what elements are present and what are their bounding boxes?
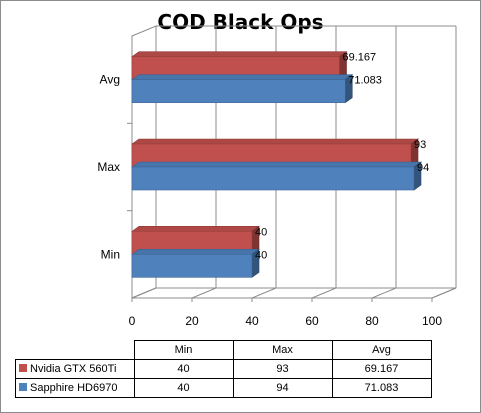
- floor-gridline: [131, 287, 157, 299]
- data-table-col-header: Min: [133, 340, 234, 360]
- floor-gridline: [191, 287, 217, 299]
- data-label: 69.167: [343, 52, 377, 64]
- data-label: 94: [417, 162, 429, 174]
- bar-front-face: [131, 166, 415, 191]
- data-label: 93: [414, 139, 426, 151]
- legend-swatch-sapphire: [19, 383, 27, 391]
- category-label: Min: [101, 247, 120, 261]
- bar-top-face: [131, 249, 260, 255]
- bar: [131, 74, 354, 104]
- data-table-col-header: Max: [232, 340, 333, 360]
- bar-top-face: [131, 161, 422, 168]
- floor: [131, 287, 457, 299]
- bar: [131, 51, 348, 81]
- data-table-cell: 94: [232, 378, 333, 398]
- legend-label: Sapphire HD6970: [30, 382, 118, 394]
- data-table-cell: 71.083: [331, 378, 432, 398]
- bar-top-face: [131, 138, 419, 145]
- bar-front-face: [131, 254, 253, 278]
- data-label: 40: [255, 226, 267, 238]
- x-tick-label: 60: [305, 314, 319, 328]
- data-table-cell: 40: [133, 378, 234, 398]
- bar: [131, 248, 260, 278]
- data-table-row-header: Sapphire HD6970: [15, 378, 135, 398]
- legend-label: Nvidia GTX 560Ti: [30, 363, 117, 375]
- bar: [131, 161, 422, 191]
- data-table: Min Max Avg Nvidia GTX 560Ti 40 93 69.16…: [15, 340, 432, 398]
- bar: [131, 225, 260, 255]
- data-table-row-header: Nvidia GTX 560Ti: [15, 359, 135, 379]
- bar-front-face: [131, 79, 346, 103]
- chart-title: COD Black Ops: [157, 10, 324, 34]
- bar-top-face: [131, 226, 260, 232]
- data-table-row: Nvidia GTX 560Ti 40 93 69.167: [15, 359, 432, 379]
- floor-gridline: [311, 287, 337, 299]
- x-tick-label: 100: [422, 314, 442, 328]
- legend-swatch-nvidia: [19, 364, 27, 372]
- data-table-cell: 40: [133, 359, 234, 379]
- floor-gridline: [251, 287, 277, 299]
- x-tick-label: 80: [365, 314, 379, 328]
- data-table-cell: 69.167: [331, 359, 432, 379]
- data-table-header-row: Min Max Avg: [15, 340, 432, 360]
- category-label: Max: [97, 160, 120, 174]
- x-tick-label: 0: [129, 314, 136, 328]
- data-label: 71.083: [348, 75, 382, 87]
- data-table-col-header: Avg: [331, 340, 432, 360]
- data-label: 40: [255, 249, 267, 261]
- bar-top-face: [131, 51, 348, 57]
- x-tick-label: 20: [185, 314, 199, 328]
- data-table-cell: 93: [232, 359, 333, 379]
- category-label: Avg: [100, 73, 120, 87]
- bar: [131, 138, 419, 168]
- data-table-row: Sapphire HD6970 40 94 71.083: [15, 378, 432, 398]
- floor-gridline: [371, 287, 397, 299]
- x-tick-label: 40: [245, 314, 259, 328]
- floor-gridline: [431, 287, 457, 299]
- data-table-corner: [15, 340, 135, 360]
- bar-top-face: [131, 74, 354, 80]
